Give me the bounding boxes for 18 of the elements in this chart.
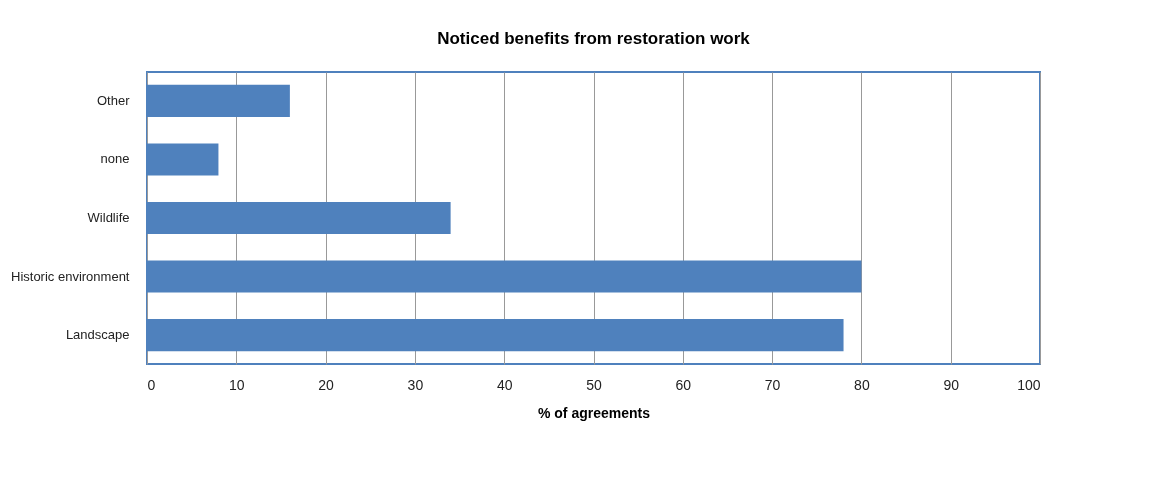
x-tick-label: 60 (675, 376, 692, 393)
x-axis-title: % of agreements (537, 404, 651, 421)
y-tick-label: Other (96, 92, 131, 108)
x-tick-label: 50 (586, 376, 602, 393)
x-tick-label: 80 (854, 376, 870, 393)
x-tick-label: 30 (407, 376, 424, 393)
y-tick-label: Landscape (65, 327, 130, 343)
y-tick-label: none (100, 151, 130, 167)
chart-title: Noticed benefits from restoration work (437, 29, 751, 48)
x-tick-label: 90 (943, 376, 960, 393)
x-tick-label: 10 (229, 376, 245, 393)
x-tick-label: 70 (764, 376, 781, 393)
x-tick-label: 40 (496, 376, 513, 393)
x-tick-label: 0 (147, 376, 156, 393)
y-tick-label: Historic environment (11, 268, 130, 284)
y-tick-label: Wildlife (87, 210, 130, 225)
x-tick-label: 100 (1017, 376, 1041, 393)
x-tick-label: 20 (318, 376, 335, 393)
